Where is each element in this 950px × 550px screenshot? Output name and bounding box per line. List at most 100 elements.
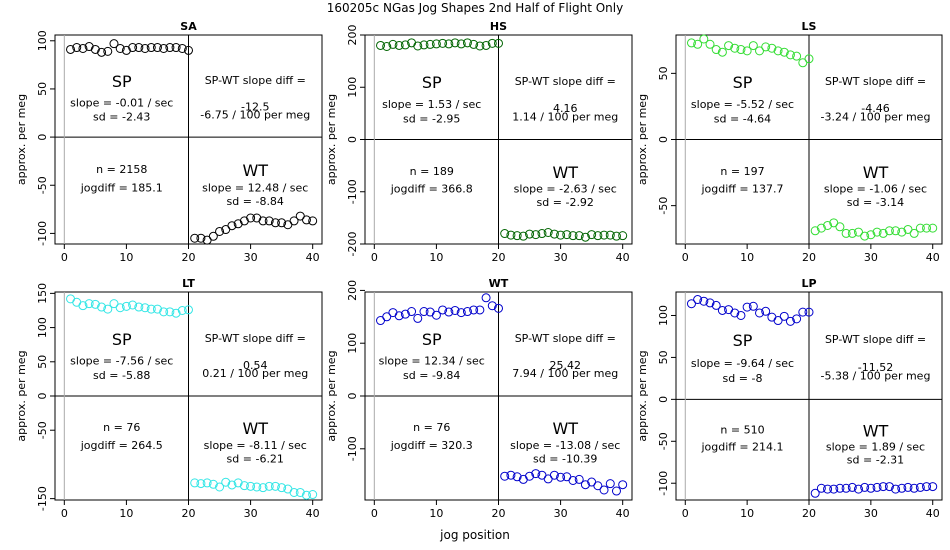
data-point [444,307,454,317]
data-point [128,43,138,53]
data-point [705,39,715,49]
data-point [823,220,833,230]
data-point [773,316,783,326]
wt-sd: sd = -2.31 [847,454,904,467]
data-point [506,470,516,480]
data-point [419,40,429,50]
slope-diff-label: SP-WT slope diff = [515,332,616,345]
x-tick-label: 20 [492,251,506,264]
panel-title: LS [802,20,817,33]
data-point [841,228,851,238]
y-tick-label: 0 [346,136,359,143]
y-tick-label: 100 [36,30,49,51]
sp-label: SP [112,72,132,91]
wt-slope: slope = -13.08 / sec [510,439,620,452]
data-point [866,230,876,240]
sp-sd: sd = -4.64 [714,113,771,126]
data-point [810,226,820,236]
y-tick-label: -150 [36,486,49,511]
sp-label: SP [112,330,132,349]
data-point [872,482,882,492]
x-tick-label: 20 [802,507,816,520]
x-tick-label: 0 [61,507,68,520]
y-axis-label: approx. per meg [636,94,649,185]
data-point [84,299,94,309]
data-point [748,41,758,51]
data-point [798,58,808,68]
data-point [922,223,932,233]
data-point [847,482,857,492]
data-point [711,45,721,55]
data-point [928,223,938,233]
data-point [853,227,863,237]
data-point [736,310,746,320]
data-point [611,231,621,241]
x-tick-label: 0 [371,251,378,264]
sp-slope: slope = -0.01 / sec [70,96,173,109]
x-tick-label: 10 [429,251,443,264]
x-tick-label: 10 [429,507,443,520]
data-point [475,305,485,315]
data-point [611,486,621,496]
data-point [221,477,231,487]
slope-diff-per-meg: 1.14 / 100 per meg [512,111,618,124]
data-point [121,301,131,311]
y-tick-label: -200 [346,232,359,257]
data-point [270,218,280,228]
data-point [915,482,925,492]
data-point [915,223,925,233]
data-point [562,230,572,240]
data-point [853,484,863,494]
data-point [574,231,584,241]
data-point [264,481,274,491]
data-point [152,43,162,53]
y-tick-label: 50 [36,355,49,369]
jogdiff: jogdiff = 320.3 [390,439,473,452]
data-point [196,233,206,243]
sp-label: SP [733,73,753,92]
data-point [835,222,845,232]
data-point [705,298,715,308]
x-tick-label: 30 [554,251,568,264]
data-point [884,226,894,236]
sp-slope: slope = -9.64 / sec [691,357,794,370]
wt-label: WT [242,161,268,180]
data-point [469,305,479,315]
data-point [909,483,919,493]
data-point [686,299,696,309]
data-point [134,43,144,53]
data-point [103,46,113,56]
y-tick-label: 0 [657,136,670,143]
data-point [134,302,144,312]
data-point [605,479,615,489]
data-point [816,483,826,493]
n-count: n = 2158 [96,163,147,176]
chart-panel-hs: HS 0 10 20 30 40 -200 -100 0 100 200 approx. per me… [325,20,633,264]
data-point [599,485,609,495]
data-point [804,54,814,64]
y-axis-label: approx. per meg [636,350,649,441]
x-tick-label: 10 [119,507,133,520]
n-count: n = 510 [720,424,764,437]
y-tick-label: -100 [657,471,670,496]
data-point [903,482,913,492]
data-point [878,482,888,492]
jogdiff: jogdiff = 366.8 [390,183,473,196]
data-point [450,38,460,48]
data-point [128,300,138,310]
data-point [773,46,783,56]
y-tick-label: 0 [36,393,49,400]
panel-title: LT [182,277,195,290]
data-point [419,307,429,317]
slope-diff-label: SP-WT slope diff = [205,332,306,345]
data-point [487,38,497,48]
y-tick-label: 50 [36,82,49,96]
data-point [277,483,287,493]
y-tick-label: 0 [346,393,359,400]
wt-slope: slope = 1.89 / sec [826,441,925,454]
x-tick-label: 0 [61,251,68,264]
data-point [308,490,318,500]
x-tick-label: 20 [492,507,506,520]
data-point [755,308,765,318]
data-point [618,231,628,241]
